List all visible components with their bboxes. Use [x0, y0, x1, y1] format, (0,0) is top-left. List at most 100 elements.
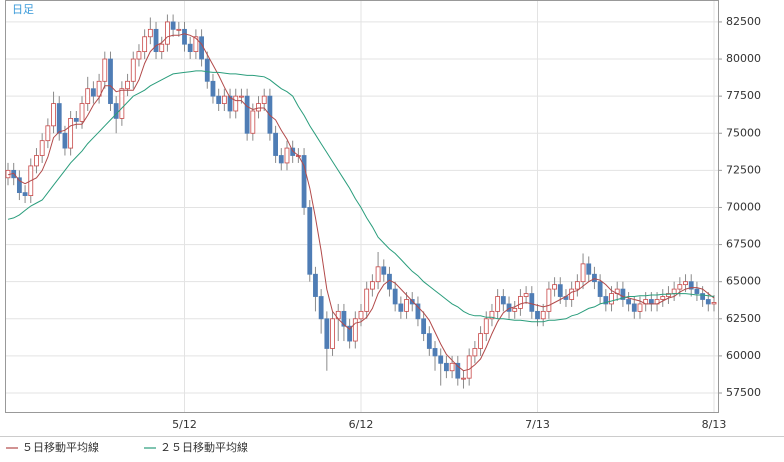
plot-area — [5, 0, 719, 413]
candle-body — [165, 21, 170, 45]
candle-body — [216, 95, 222, 104]
candle-body — [512, 307, 518, 312]
candle-body — [182, 28, 187, 45]
candle-body — [341, 310, 347, 327]
x-tick-label: 5/12 — [172, 418, 197, 431]
candle-body — [278, 155, 284, 164]
candle-body — [478, 333, 483, 349]
candle-body — [136, 51, 142, 60]
candle-body — [648, 299, 654, 305]
candle-body — [68, 118, 74, 149]
legend-label: ５日移動平均線 — [22, 440, 99, 454]
candle-body — [375, 266, 381, 283]
candle-body — [398, 303, 404, 312]
candle-body — [125, 80, 130, 90]
candle-body — [73, 118, 79, 122]
candle-body — [626, 299, 631, 305]
candle-body — [250, 110, 256, 134]
candle-body — [483, 318, 489, 335]
y-tick-label: 80000 — [726, 52, 761, 65]
y-tick-label: 72500 — [726, 163, 761, 176]
candle-body — [358, 310, 364, 320]
y-tick-label: 67500 — [726, 238, 761, 251]
candle-body — [688, 281, 694, 290]
candle-body — [557, 284, 563, 297]
candle-body — [102, 58, 108, 82]
moving-average-line — [7, 33, 715, 372]
candle-body — [552, 284, 557, 290]
y-tick-label: 65000 — [726, 275, 761, 288]
candle-body — [170, 21, 176, 30]
candle-body — [199, 36, 204, 60]
candle-body — [666, 293, 671, 297]
candle-body — [147, 28, 153, 38]
candle-body — [324, 318, 330, 349]
y-tick-label: 75000 — [726, 126, 761, 139]
x-tick-label: 6/12 — [349, 418, 374, 431]
y-tick-label: 77500 — [726, 89, 761, 102]
y-tick-label: 57500 — [726, 386, 761, 399]
candle-body — [426, 333, 432, 349]
candle-body — [660, 296, 666, 300]
candle-body — [671, 288, 677, 294]
candle-body — [677, 284, 683, 290]
legend-label: ２５日移動平均線 — [160, 440, 248, 454]
candle-body — [569, 288, 575, 300]
candle-body — [159, 43, 165, 53]
candle-body — [113, 103, 119, 119]
candle-body — [233, 95, 239, 112]
candle-body — [392, 288, 398, 305]
candle-body — [489, 310, 495, 320]
candle-body — [421, 318, 427, 335]
candle-body — [256, 103, 261, 112]
candle-body — [193, 36, 199, 53]
y-tick-label: 82500 — [726, 15, 761, 28]
candle-body — [91, 88, 96, 97]
candle-body — [700, 293, 706, 300]
candle-body — [438, 355, 444, 364]
y-tick-label: 62500 — [726, 312, 761, 325]
candle-body — [694, 288, 700, 294]
candle-body — [683, 281, 688, 286]
candle-body — [79, 103, 85, 122]
candle-body — [592, 273, 597, 283]
candle-body — [221, 95, 227, 104]
candle-body — [711, 302, 717, 305]
candle-body — [45, 125, 51, 142]
y-tick-label: 60000 — [726, 349, 761, 362]
candle-body — [529, 293, 535, 312]
candle-body — [381, 266, 387, 275]
candle-body — [444, 362, 449, 372]
candle-body — [51, 103, 56, 127]
candle-body — [34, 155, 39, 167]
candle-body — [290, 147, 296, 156]
candle-body — [597, 281, 603, 297]
candle-body — [85, 88, 91, 104]
candle-body — [153, 28, 159, 53]
y-tick-label: 70000 — [726, 200, 761, 213]
candle-body — [415, 303, 421, 320]
candle-body — [239, 95, 244, 98]
candle-body — [130, 58, 136, 82]
candle-body — [540, 310, 546, 320]
candle-body — [352, 318, 358, 342]
candle-body — [603, 296, 609, 305]
x-tick-label: 7/13 — [525, 418, 550, 431]
candle-body — [142, 36, 148, 53]
moving-average-line — [7, 70, 715, 323]
x-tick-label: 8/13 — [702, 418, 727, 431]
candle-body — [313, 273, 318, 297]
candle-body — [284, 147, 290, 164]
candle-body — [330, 318, 335, 349]
candle-body — [273, 132, 278, 156]
candle-body — [449, 362, 455, 372]
candle-body — [631, 303, 637, 312]
candle-body — [204, 58, 210, 82]
candle-body — [500, 296, 506, 305]
candle-body — [96, 80, 102, 97]
candle-body — [705, 299, 711, 305]
candle-body — [466, 355, 472, 379]
candle-body — [369, 281, 375, 290]
candle-body — [56, 103, 62, 134]
